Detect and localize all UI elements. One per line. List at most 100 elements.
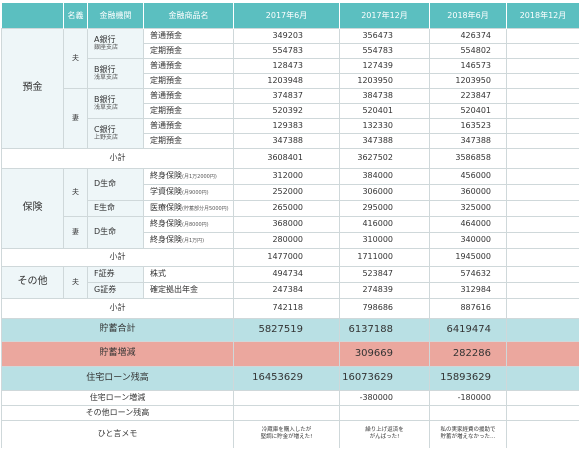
table-row: 名義 金融機関 金融商品名 2017年6月 2017年12月 2018年6月 2018年12…: [1, 3, 579, 28]
value-cell: [506, 42, 579, 59]
value-cell: 223847: [429, 87, 507, 104]
memo-cell: 繰り上げ返済を がんばった!: [339, 419, 430, 448]
summary-label: その他ローン残高: [1, 404, 234, 421]
sheet: 名義 金融機関 金融商品名 2017年6月 2017年12月 2018年6月 2018年12…: [1, 3, 579, 448]
asset-table: 名義 金融機関 金融商品名 2017年6月 2017年12月 2018年6月 2018年12…: [1, 3, 579, 448]
bank-name: B銀行: [94, 94, 116, 104]
value-cell: [506, 389, 579, 406]
owner-cell: 夫: [63, 265, 88, 299]
value-cell: 280000: [233, 231, 340, 249]
product-name: 株式: [150, 269, 166, 278]
owner-cell: 妻: [63, 215, 88, 249]
bank-name: E生命: [94, 203, 116, 212]
header-cell: 2017年6月: [233, 3, 340, 28]
header-cell: 2018年6月: [429, 3, 507, 28]
value-cell: 742118: [233, 297, 340, 319]
bank-cell: A銀行 銀座支店: [87, 27, 144, 59]
owner-cell: 夫: [63, 167, 88, 217]
value-cell: 520401: [429, 102, 507, 119]
value-cell: [506, 215, 579, 233]
value-cell: 15893629: [429, 365, 507, 391]
header-cell: [1, 3, 64, 28]
value-cell: 426374: [429, 27, 507, 44]
product-cell: 普通預金: [143, 57, 234, 74]
table-row: 妻 D生命 終身保険(月8000円) 368000 416000 464000: [2, 215, 579, 249]
table-row: B銀行 浅草支店 普通預金 128473 127439 146573: [2, 57, 579, 89]
value-cell: [506, 27, 579, 44]
bank-cell: F証券: [87, 265, 144, 283]
product-cell: 普通預金: [143, 27, 234, 44]
value-cell: 574632: [429, 265, 507, 283]
value-cell: 265000: [233, 199, 340, 217]
value-cell: [506, 340, 579, 367]
product-name: 医療保険: [150, 203, 182, 212]
value-cell: [429, 404, 507, 421]
bank-name: G証券: [94, 285, 117, 294]
table-row: 預金夫 A銀行 銀座支店 普通預金 349203 356473 426374: [1, 27, 579, 149]
value-cell: [506, 199, 579, 217]
value-cell: -180000: [429, 389, 507, 406]
bank-cell: C銀行 上野支店: [87, 117, 144, 149]
table-row: E生命 医療保険(貯蓄部分月5000円) 265000 295000 325000: [2, 199, 579, 217]
bank-name: C銀行: [94, 124, 116, 134]
value-cell: 456000: [429, 167, 507, 185]
table-row: 小計 3608401 3627502 3586858: [1, 147, 579, 169]
value-cell: 347388: [429, 132, 507, 149]
owner-cell: 妻: [63, 87, 88, 149]
value-cell: [506, 57, 579, 74]
value-cell: 464000: [429, 215, 507, 233]
value-cell: [233, 404, 340, 421]
value-cell: 16073629: [339, 365, 430, 391]
table-row: 貯蓄合計 5827519 6137188 6419474: [1, 317, 579, 342]
bank-branch: 浅草支店: [94, 73, 119, 81]
value-cell: 1711000: [339, 247, 430, 267]
product-note: (月8000円): [182, 222, 209, 228]
value-cell: 310000: [339, 231, 430, 249]
header-cell: 金融機関: [87, 3, 144, 28]
product-name: 終身保険: [150, 235, 182, 244]
value-cell: 520392: [233, 102, 340, 119]
value-cell: 132330: [339, 117, 430, 134]
product-name: 確定拠出年金: [150, 285, 198, 294]
bank-branch: 浅草支店: [94, 103, 119, 111]
product-cell: 終身保険(月8000円): [143, 215, 234, 233]
value-cell: 1203950: [429, 72, 507, 89]
product-note: (貯蓄部分月5000円): [182, 206, 229, 212]
table-row: 学資保険(月9000円) 252000 306000 360000: [2, 183, 579, 201]
product-note: (月1万2000円): [182, 174, 217, 180]
value-cell: 1945000: [429, 247, 507, 267]
product-name: 定期預金: [150, 75, 182, 85]
product-name: 普通預金: [150, 60, 182, 70]
summary-label: 貯蓄増減: [1, 340, 234, 367]
value-cell: 306000: [339, 183, 430, 201]
value-cell: 6137188: [339, 317, 430, 342]
product-cell: 普通預金: [143, 87, 234, 104]
value-cell: 520401: [339, 102, 430, 119]
value-cell: 360000: [429, 183, 507, 201]
product-note: (月1万円): [182, 238, 205, 244]
value-cell: 3608401: [233, 147, 340, 169]
product-cell: 定期預金: [143, 72, 234, 89]
product-name: 終身保険: [150, 219, 182, 228]
value-cell: 523847: [339, 265, 430, 283]
value-cell: [506, 317, 579, 342]
value-cell: 146573: [429, 57, 507, 74]
value-cell: 494734: [233, 265, 340, 283]
value-cell: [506, 265, 579, 283]
product-cell: 定期預金: [143, 132, 234, 149]
header-cell: 名義: [63, 3, 88, 28]
product-cell: 定期預金: [143, 42, 234, 59]
bank-cell: E生命: [87, 199, 144, 217]
header-cell: 金融商品名: [143, 3, 234, 28]
value-cell: 349203: [233, 27, 340, 44]
value-cell: [506, 297, 579, 319]
table-row: 住宅ローン増減 -380000 -180000: [1, 389, 579, 406]
value-cell: 247384: [233, 281, 340, 299]
table-row: その他夫 F証券 株式 494734 523847 574632: [1, 265, 579, 299]
value-cell: 416000: [339, 215, 430, 233]
value-cell: 274839: [339, 281, 430, 299]
value-cell: 312000: [233, 167, 340, 185]
product-name: 定期預金: [150, 45, 182, 55]
bank-cell: B銀行 浅草支店: [87, 57, 144, 89]
section-label: 保険: [1, 167, 64, 249]
